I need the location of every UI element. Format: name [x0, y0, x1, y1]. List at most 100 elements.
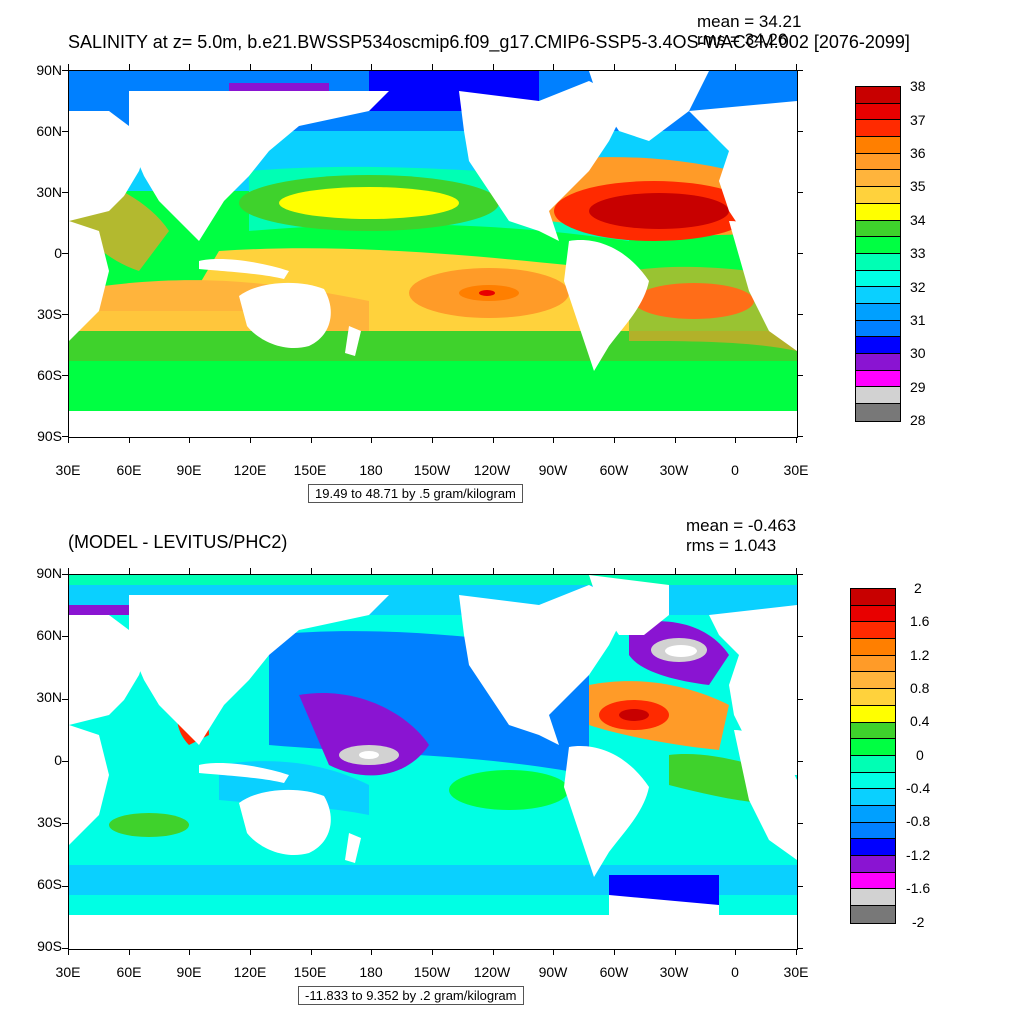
colorbar-label: 0.4 — [910, 713, 930, 729]
axis-tick — [62, 636, 68, 638]
axis-tick — [128, 949, 130, 955]
axis-tick — [796, 568, 797, 574]
axis-tick — [250, 437, 251, 443]
lat-label: 30N — [36, 689, 62, 705]
rms-value: rms = 34.26 — [697, 30, 788, 49]
colorbar-swatch — [851, 889, 895, 907]
axis-tick — [797, 823, 803, 825]
colorbar-swatch — [856, 187, 900, 204]
rms-value: rms = 1.043 — [686, 536, 777, 555]
salinity-field — [69, 71, 797, 437]
lon-label: 60E — [116, 964, 142, 980]
colorbar-swatch — [851, 805, 895, 823]
colorbar — [850, 588, 896, 924]
axis-tick — [62, 70, 68, 71]
colorbar-label: 29 — [910, 379, 926, 395]
colorbar-swatch — [851, 605, 895, 623]
lon-label: 180 — [359, 462, 383, 478]
colorbar-label: -2 — [912, 914, 925, 930]
axis-tick — [68, 568, 69, 574]
colorbar-swatch — [856, 370, 900, 388]
colorbar-swatch — [851, 789, 895, 806]
salinity-map — [68, 70, 798, 438]
colorbar-label: 37 — [910, 112, 926, 128]
colorbar-swatch — [851, 822, 895, 840]
axis-tick — [796, 64, 797, 70]
axis-tick — [553, 568, 555, 574]
axis-tick — [797, 375, 803, 376]
axis-tick — [310, 568, 312, 574]
axis-tick — [797, 885, 803, 887]
colorbar-label: 30 — [910, 345, 926, 361]
colorbar-label: -0.4 — [906, 780, 931, 796]
lon-label: 90W — [538, 964, 568, 980]
axis-tick — [674, 949, 676, 955]
colorbar-swatch — [851, 739, 895, 756]
colorbar-swatch — [851, 689, 895, 706]
contour-range-info: 19.49 to 48.71 by .5 gram/kilogram — [308, 484, 523, 503]
lon-label: 30E — [55, 462, 81, 478]
axis-tick — [62, 436, 68, 437]
axis-tick — [614, 949, 615, 955]
axis-tick — [674, 568, 676, 574]
axis-tick — [128, 437, 130, 443]
lat-label: 60S — [37, 367, 62, 383]
axis-tick — [128, 568, 130, 574]
axis-tick — [797, 70, 803, 71]
axis-tick — [62, 823, 68, 825]
axis-tick — [62, 948, 68, 949]
lon-label: 30E — [783, 964, 809, 980]
colorbar-swatch — [856, 337, 900, 354]
colorbar-swatch — [851, 722, 895, 740]
axis-tick — [797, 761, 803, 762]
axis-tick — [492, 437, 494, 443]
colorbar-swatch — [851, 622, 895, 640]
lon-label: 120W — [473, 462, 511, 478]
colorbar-label: 35 — [910, 178, 926, 194]
lon-label: 150W — [413, 462, 451, 478]
axis-tick — [310, 949, 312, 955]
axis-tick — [371, 437, 373, 443]
colorbar-swatch — [856, 153, 900, 171]
panel-title: (MODEL - LEVITUS/PHC2) — [68, 532, 288, 552]
axis-tick — [62, 885, 68, 887]
axis-tick — [553, 949, 555, 955]
lat-label: 0 — [54, 752, 62, 768]
axis-tick — [797, 253, 803, 254]
axis-tick — [432, 568, 433, 574]
axis-tick — [250, 64, 251, 70]
colorbar-label: 38 — [910, 78, 926, 94]
difference-field — [69, 575, 797, 949]
colorbar-swatch — [851, 772, 895, 790]
colorbar-swatch — [856, 120, 900, 138]
lon-label: 120E — [233, 462, 267, 478]
lon-label: 150W — [413, 964, 451, 980]
lat-label: 90N — [36, 62, 62, 78]
lat-label: 90N — [36, 565, 62, 581]
axis-tick — [614, 64, 615, 70]
axis-tick — [128, 64, 130, 70]
axis-tick — [371, 568, 373, 574]
axis-tick — [492, 568, 494, 574]
colorbar-swatch — [856, 220, 900, 238]
colorbar-label: 0.8 — [910, 680, 930, 696]
colorbar-swatch — [856, 354, 900, 371]
lat-label: 60S — [37, 876, 62, 892]
colorbar-label: 0 — [916, 747, 924, 763]
colorbar — [855, 86, 901, 422]
axis-tick — [68, 64, 69, 70]
colorbar-swatch — [851, 639, 895, 656]
axis-tick — [614, 437, 615, 443]
lon-label: 90W — [538, 462, 568, 478]
axis-tick — [189, 949, 191, 955]
axis-tick — [553, 437, 555, 443]
salinity-panel: SALINITY at z= 5.0m, b.e21.BWSSP534oscmi… — [0, 0, 1024, 510]
axis-tick — [614, 568, 615, 574]
colorbar-swatch — [851, 589, 895, 606]
lon-label: 90E — [176, 462, 202, 478]
mean-value: mean = -0.463 — [686, 516, 797, 535]
axis-tick — [62, 314, 68, 315]
colorbar-label: 36 — [910, 145, 926, 161]
axis-tick — [796, 949, 797, 955]
colorbar-label: -0.8 — [906, 813, 931, 829]
